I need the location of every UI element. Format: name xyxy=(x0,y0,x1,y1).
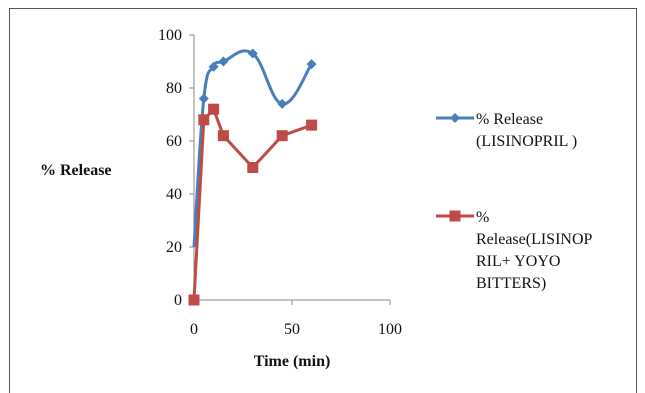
data-point xyxy=(208,103,220,115)
data-point xyxy=(247,48,258,59)
series-line xyxy=(192,107,313,301)
legend-label: (LISINOPRIL ) xyxy=(476,133,577,150)
data-point xyxy=(198,93,209,104)
data-point xyxy=(217,130,229,142)
data-point xyxy=(247,162,259,173)
x-tick-label: 100 xyxy=(378,321,402,338)
axes: 0 20 40 60 80 100 0 50 100 xyxy=(158,27,402,338)
x-tick-label: 50 xyxy=(284,321,300,338)
data-point xyxy=(218,56,229,67)
data-point xyxy=(276,130,288,142)
legend-label: RIL+ YOYO xyxy=(476,253,560,270)
series-1 xyxy=(192,48,317,248)
series-line xyxy=(192,49,313,248)
y-tick-label: 0 xyxy=(174,292,182,309)
legend-item-2: % Release(LISINOP RIL+ YOYO BITTERS) xyxy=(436,209,593,292)
legend-label: Release(LISINOP xyxy=(476,231,593,248)
data-point xyxy=(306,59,317,70)
data-point xyxy=(306,119,318,131)
y-tick-label: 80 xyxy=(166,80,182,97)
data-point xyxy=(198,114,210,126)
y-tick-label: 100 xyxy=(158,27,182,44)
series-layer xyxy=(188,48,318,306)
data-point xyxy=(188,294,200,306)
legend-item-1: % Release (LISINOPRIL ) xyxy=(436,111,577,150)
x-tick-label: 0 xyxy=(190,321,198,338)
legend-swatch-marker xyxy=(450,113,460,123)
data-point xyxy=(277,98,288,109)
y-tick-label: 40 xyxy=(166,186,182,203)
legend-label: % xyxy=(476,209,489,226)
legend-swatch-marker xyxy=(449,210,461,222)
data-point xyxy=(208,61,219,72)
y-tick-label: 20 xyxy=(166,239,182,256)
series-2 xyxy=(188,103,318,306)
x-axis-title: Time (min) xyxy=(254,353,331,370)
y-axis-title: % Release xyxy=(40,162,112,179)
y-tick-label: 60 xyxy=(166,133,182,150)
legend-label: BITTERS) xyxy=(476,275,546,292)
legend: % Release (LISINOPRIL )% Release(LISINOP RI… xyxy=(436,111,593,292)
chart-frame xyxy=(9,8,637,393)
legend-label: % Release xyxy=(476,111,543,128)
